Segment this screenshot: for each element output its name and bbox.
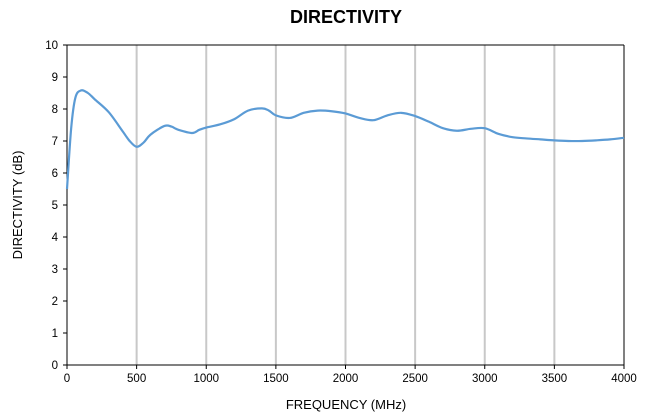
y-tick-label-8: 8 bbox=[52, 104, 58, 116]
y-tick-label-4: 4 bbox=[52, 232, 59, 244]
plot-frame bbox=[63, 44, 625, 369]
x-tick-label-0: 0 bbox=[64, 373, 70, 385]
x-tick-labels: 0 500 1000 1500 2000 2500 3000 3500 4000 bbox=[64, 373, 637, 385]
x-tick-label-500: 500 bbox=[127, 373, 146, 385]
y-tick-label-7: 7 bbox=[52, 136, 58, 148]
y-tick-label-0: 0 bbox=[52, 360, 58, 372]
x-tick-label-4000: 4000 bbox=[611, 373, 637, 385]
series-group bbox=[65, 89, 625, 190]
x-tick-label-2500: 2500 bbox=[402, 373, 428, 385]
y-tick-label-1: 1 bbox=[52, 328, 58, 340]
x-tick-label-2000: 2000 bbox=[333, 373, 359, 385]
grid-lines bbox=[135, 45, 556, 365]
chart-title: DIRECTIVITY bbox=[290, 7, 402, 27]
y-tick-labels: 0 1 2 3 4 5 6 7 8 9 10 bbox=[45, 40, 58, 372]
y-tick-label-3: 3 bbox=[52, 264, 58, 276]
x-axis-label: FREQUENCY (MHz) bbox=[286, 397, 406, 412]
x-tick-label-3000: 3000 bbox=[472, 373, 498, 385]
y-tick-label-6: 6 bbox=[52, 168, 58, 180]
x-tick-label-1000: 1000 bbox=[193, 373, 219, 385]
series-line-0 bbox=[65, 89, 625, 190]
y-tick-label-10: 10 bbox=[45, 40, 58, 52]
y-tick-label-2: 2 bbox=[52, 296, 58, 308]
y-tick-label-9: 9 bbox=[52, 72, 58, 84]
x-tick-label-1500: 1500 bbox=[263, 373, 289, 385]
y-axis-label: DIRECTIVITY (dB) bbox=[10, 151, 25, 260]
x-tick-label-3500: 3500 bbox=[542, 373, 568, 385]
y-tick-label-5: 5 bbox=[52, 200, 58, 212]
